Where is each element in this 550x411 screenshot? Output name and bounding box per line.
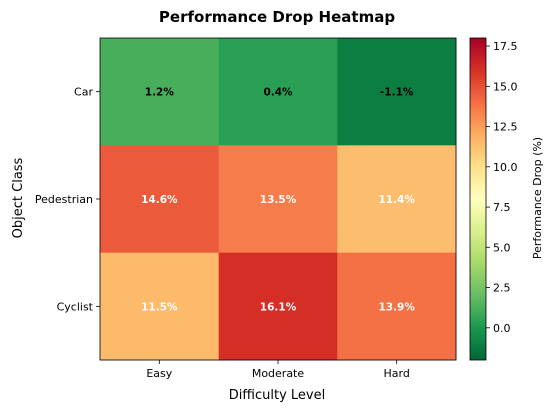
heatmap-cell-car-hard (337, 38, 457, 146)
chart-title: Performance Drop Heatmap (159, 8, 395, 26)
heatmap-cell-car-easy (100, 38, 220, 146)
colorbar-tick-label: 7.5 (493, 201, 511, 214)
colorbar-tick-label: 17.5 (493, 40, 518, 53)
y-ticks: Car Pedestrian Cyclist (35, 86, 100, 313)
y-axis-label: Object Class (11, 157, 26, 238)
heatmap-cell-cyclist-hard (337, 252, 457, 361)
cell-value-label: 13.9% (378, 301, 415, 313)
x-tick-label: Easy (146, 367, 172, 380)
colorbar-tick-label: 5.0 (493, 241, 511, 254)
x-ticks: Easy Moderate Hard (146, 360, 410, 380)
heatmap-cell-pedestrian-moderate (218, 145, 338, 254)
heatmap-cell-pedestrian-easy (100, 145, 220, 254)
cell-value-label: 0.4% (263, 87, 293, 99)
y-tick-label: Car (74, 86, 93, 99)
colorbar-tick-label: 2.5 (493, 282, 511, 295)
cell-value-label: 11.5% (141, 301, 178, 313)
colorbar: 0.0 2.5 5.0 7.5 10.0 12.5 15.0 17.5 (469, 37, 518, 361)
cell-value-label: 16.1% (260, 301, 297, 313)
cell-value-label: 11.4% (378, 194, 415, 206)
y-tick-label: Pedestrian (35, 193, 93, 206)
colorbar-label: Performance Drop (%) (531, 137, 544, 259)
y-tick-label: Cyclist (57, 300, 94, 313)
heatmap-cell-car-moderate (218, 38, 338, 146)
colorbar-tick-label: 0.0 (493, 322, 511, 335)
colorbar-tick-label: 12.5 (493, 121, 518, 134)
colorbar-tick-label: 10.0 (493, 161, 518, 174)
heatmap-cell-cyclist-moderate (218, 252, 338, 361)
cell-value-label: 1.2% (145, 87, 175, 99)
x-tick-label: Hard (384, 367, 410, 380)
colorbar-gradient (469, 37, 487, 361)
cell-value-label: -1.1% (380, 87, 414, 99)
colorbar-tick-label: 15.0 (493, 80, 518, 93)
heatmap-cell-cyclist-easy (100, 252, 220, 361)
cell-value-label: 14.6% (141, 194, 178, 206)
cell-value-label: 13.5% (260, 194, 297, 206)
cells-layer: 1.2% 0.4% -1.1% 14.6% 13.5% 11.4% 11.5% 16.1% 13… (99, 37, 457, 361)
x-axis-label: Difficulty Level (229, 388, 325, 403)
heatmap-cell-pedestrian-hard (337, 145, 457, 254)
x-tick-label: Moderate (252, 367, 305, 380)
